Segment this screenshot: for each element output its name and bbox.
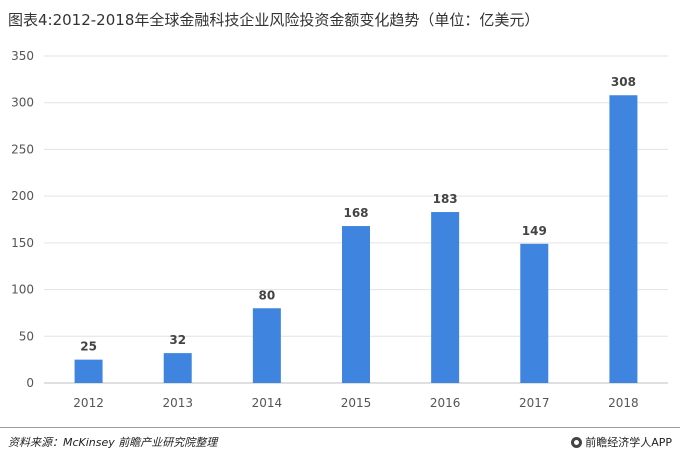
data-label: 25 bbox=[80, 340, 97, 354]
source-note: 资料来源：McKinsey 前瞻产业研究院整理 bbox=[8, 436, 218, 449]
footer-divider bbox=[0, 427, 680, 428]
x-tick-label: 2018 bbox=[608, 396, 639, 410]
bar bbox=[74, 359, 103, 383]
brand-credit: 前瞻经济学人APP bbox=[571, 434, 672, 450]
y-tick-label: 50 bbox=[19, 329, 34, 343]
y-tick-label: 350 bbox=[11, 49, 34, 63]
data-label: 308 bbox=[611, 75, 636, 89]
x-tick-label: 2014 bbox=[252, 396, 283, 410]
data-labels: 25 32 80 168 183 149 308 bbox=[80, 75, 636, 353]
chart-title: 图表4:2012-2018年全球金融科技企业风险投资金额变化趋势（单位：亿美元） bbox=[8, 11, 540, 29]
bars bbox=[74, 95, 638, 384]
x-tick-label: 2016 bbox=[430, 396, 461, 410]
y-tick-label: 0 bbox=[26, 376, 34, 390]
y-tick-label: 300 bbox=[11, 96, 34, 110]
data-label: 149 bbox=[522, 224, 547, 238]
x-tick-label: 2017 bbox=[519, 396, 550, 410]
y-tick-label: 150 bbox=[11, 236, 34, 250]
x-tick-label: 2012 bbox=[73, 396, 104, 410]
bar-chart: 0 50 100 150 200 250 300 350 25 32 80 168 183 149 308… bbox=[11, 49, 668, 410]
brand-logo-icon bbox=[571, 436, 583, 448]
bar bbox=[252, 308, 281, 383]
bar bbox=[342, 226, 370, 383]
data-label: 168 bbox=[343, 206, 368, 220]
x-axis-ticks: 2012 2013 2014 2015 2016 2017 2018 bbox=[73, 396, 638, 410]
data-label: 183 bbox=[433, 192, 458, 206]
brand-label: 前瞻经济学人APP bbox=[585, 436, 672, 449]
bar bbox=[520, 243, 549, 383]
data-label: 32 bbox=[169, 333, 186, 347]
y-axis-ticks: 0 50 100 150 200 250 300 350 bbox=[11, 49, 34, 390]
bar bbox=[609, 95, 638, 384]
x-tick-label: 2013 bbox=[162, 396, 193, 410]
y-tick-label: 100 bbox=[11, 283, 34, 297]
y-tick-label: 200 bbox=[11, 189, 34, 203]
x-tick-label: 2015 bbox=[341, 396, 372, 410]
bar bbox=[163, 353, 192, 383]
bar bbox=[431, 212, 460, 383]
y-tick-label: 250 bbox=[11, 142, 34, 156]
data-label: 80 bbox=[259, 288, 276, 302]
